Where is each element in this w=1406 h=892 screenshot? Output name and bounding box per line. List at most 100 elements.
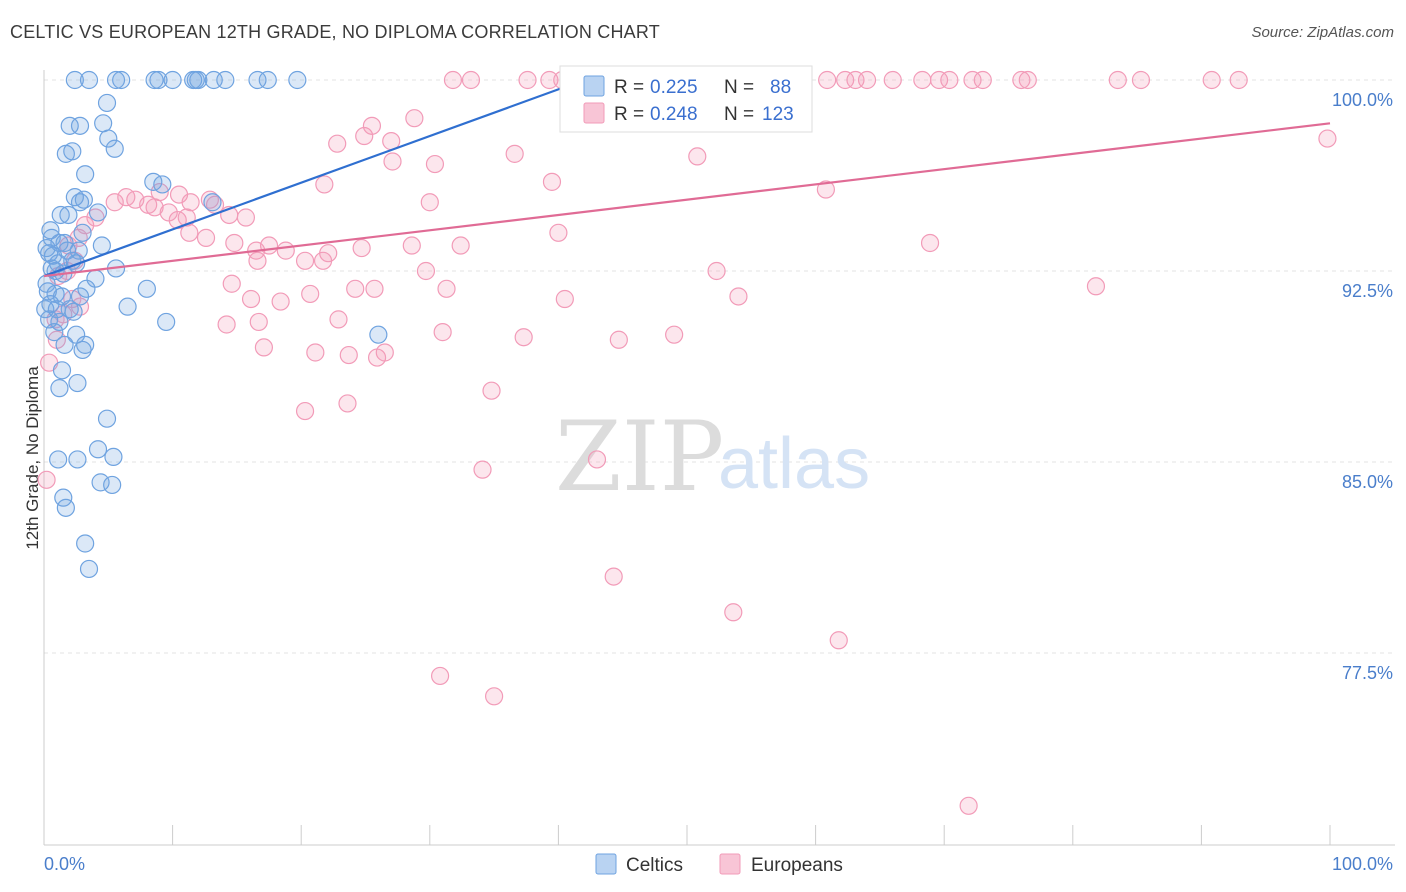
europeans-point xyxy=(365,279,384,298)
celtics-point xyxy=(60,116,79,135)
celtics-point xyxy=(45,323,64,342)
y-tick-label: 92.5% xyxy=(1342,281,1393,301)
europeans-point xyxy=(271,292,290,311)
celtics-point xyxy=(70,287,90,306)
europeans-point xyxy=(929,70,949,90)
legend-r-celtics: 0.225 xyxy=(650,77,698,98)
celtics-point xyxy=(36,300,55,319)
europeans-point xyxy=(857,70,877,90)
celtics-point xyxy=(79,70,99,90)
celtics-point xyxy=(79,559,99,579)
legend-n-label: N = xyxy=(724,77,754,98)
europeans-point xyxy=(587,450,607,469)
celtics-point xyxy=(369,325,388,344)
celtics-point xyxy=(42,228,61,247)
europeans-point xyxy=(86,208,105,227)
europeans-point xyxy=(505,144,524,163)
europeans-point xyxy=(328,134,347,153)
celtics-point xyxy=(68,373,87,393)
europeans-point xyxy=(180,223,199,242)
celtics-point xyxy=(52,361,72,380)
celtics-point xyxy=(56,144,75,163)
europeans-point xyxy=(362,116,382,135)
chart-title: CELTIC VS EUROPEAN 12TH GRADE, NO DIPLOM… xyxy=(10,22,660,42)
europeans-point xyxy=(1018,70,1037,90)
celtics-point xyxy=(103,475,122,495)
celtics-point xyxy=(76,335,95,354)
stats-legend: R = 0.225 N = 88 R = 0.248 N = 123 xyxy=(559,65,813,133)
europeans-point xyxy=(306,343,325,362)
europeans-point xyxy=(688,147,707,166)
celtics-point xyxy=(288,70,307,90)
europeans-point xyxy=(430,666,450,686)
celtics-point xyxy=(216,70,235,90)
celtics-point xyxy=(153,175,172,194)
celtics-point xyxy=(97,409,117,428)
trend-lines xyxy=(43,78,1331,278)
celtics-point xyxy=(67,325,86,344)
celtics-point xyxy=(99,129,118,148)
celtics-point xyxy=(118,297,137,316)
europeans-point xyxy=(609,330,628,349)
europeans-point xyxy=(818,70,837,90)
europeans-point xyxy=(295,401,315,421)
europeans-point xyxy=(301,284,320,304)
series-legend-europeans: Europeans xyxy=(751,855,843,876)
europeans-point xyxy=(433,323,452,342)
europeans-point xyxy=(425,154,445,174)
legend-swatch-europeans xyxy=(583,102,605,124)
celtics-point xyxy=(258,70,277,90)
europeans-point xyxy=(816,180,835,199)
europeans-point xyxy=(473,460,492,479)
europeans-point xyxy=(549,223,568,242)
celtics-point xyxy=(70,193,90,212)
legend-n-europeans: 123 xyxy=(762,104,794,125)
europeans-point xyxy=(217,315,236,334)
celtics-point xyxy=(88,203,108,222)
europeans-point xyxy=(482,381,501,400)
europeans-point xyxy=(225,233,244,253)
europeans-trend-line xyxy=(43,122,1331,278)
grid-lines xyxy=(44,79,1395,654)
europeans-point xyxy=(402,236,421,255)
europeans-point xyxy=(1202,70,1221,90)
series-legend: Celtics Europeans xyxy=(595,853,843,876)
europeans-point xyxy=(542,172,562,191)
europeans-point xyxy=(1229,70,1248,90)
celtics-point xyxy=(76,534,95,553)
europeans-point xyxy=(959,796,978,815)
y-axis-title: 12th Grade, No Diploma xyxy=(23,366,42,550)
celtics-point xyxy=(94,114,113,133)
europeans-point xyxy=(1108,70,1127,90)
celtics-point xyxy=(56,498,75,517)
series-legend-swatch-celtics xyxy=(595,853,617,875)
data-points xyxy=(36,70,1337,815)
europeans-point xyxy=(555,289,574,309)
celtics-point xyxy=(73,340,92,360)
europeans-point xyxy=(1086,277,1106,296)
celtics-point xyxy=(149,70,168,90)
celtics-point xyxy=(55,335,74,354)
x-tick-label: 0.0% xyxy=(44,854,85,874)
celtics-point xyxy=(88,440,108,459)
europeans-point xyxy=(329,310,348,329)
europeans-point xyxy=(829,631,848,650)
europeans-point xyxy=(963,70,982,90)
watermark-atlas: atlas xyxy=(718,424,870,504)
celtics-point xyxy=(70,116,90,135)
europeans-point xyxy=(315,175,334,194)
europeans-point xyxy=(249,312,268,332)
celtics-point xyxy=(248,70,267,90)
celtics-point xyxy=(59,205,78,225)
europeans-point xyxy=(126,190,145,209)
celtics-point xyxy=(157,312,176,332)
celtics-point xyxy=(97,93,117,113)
europeans-point xyxy=(461,70,481,90)
europeans-point xyxy=(665,325,684,344)
celtics-point xyxy=(65,70,84,90)
europeans-point xyxy=(920,233,940,253)
europeans-point xyxy=(836,70,855,90)
celtics-point xyxy=(49,450,68,469)
europeans-point xyxy=(236,208,256,227)
